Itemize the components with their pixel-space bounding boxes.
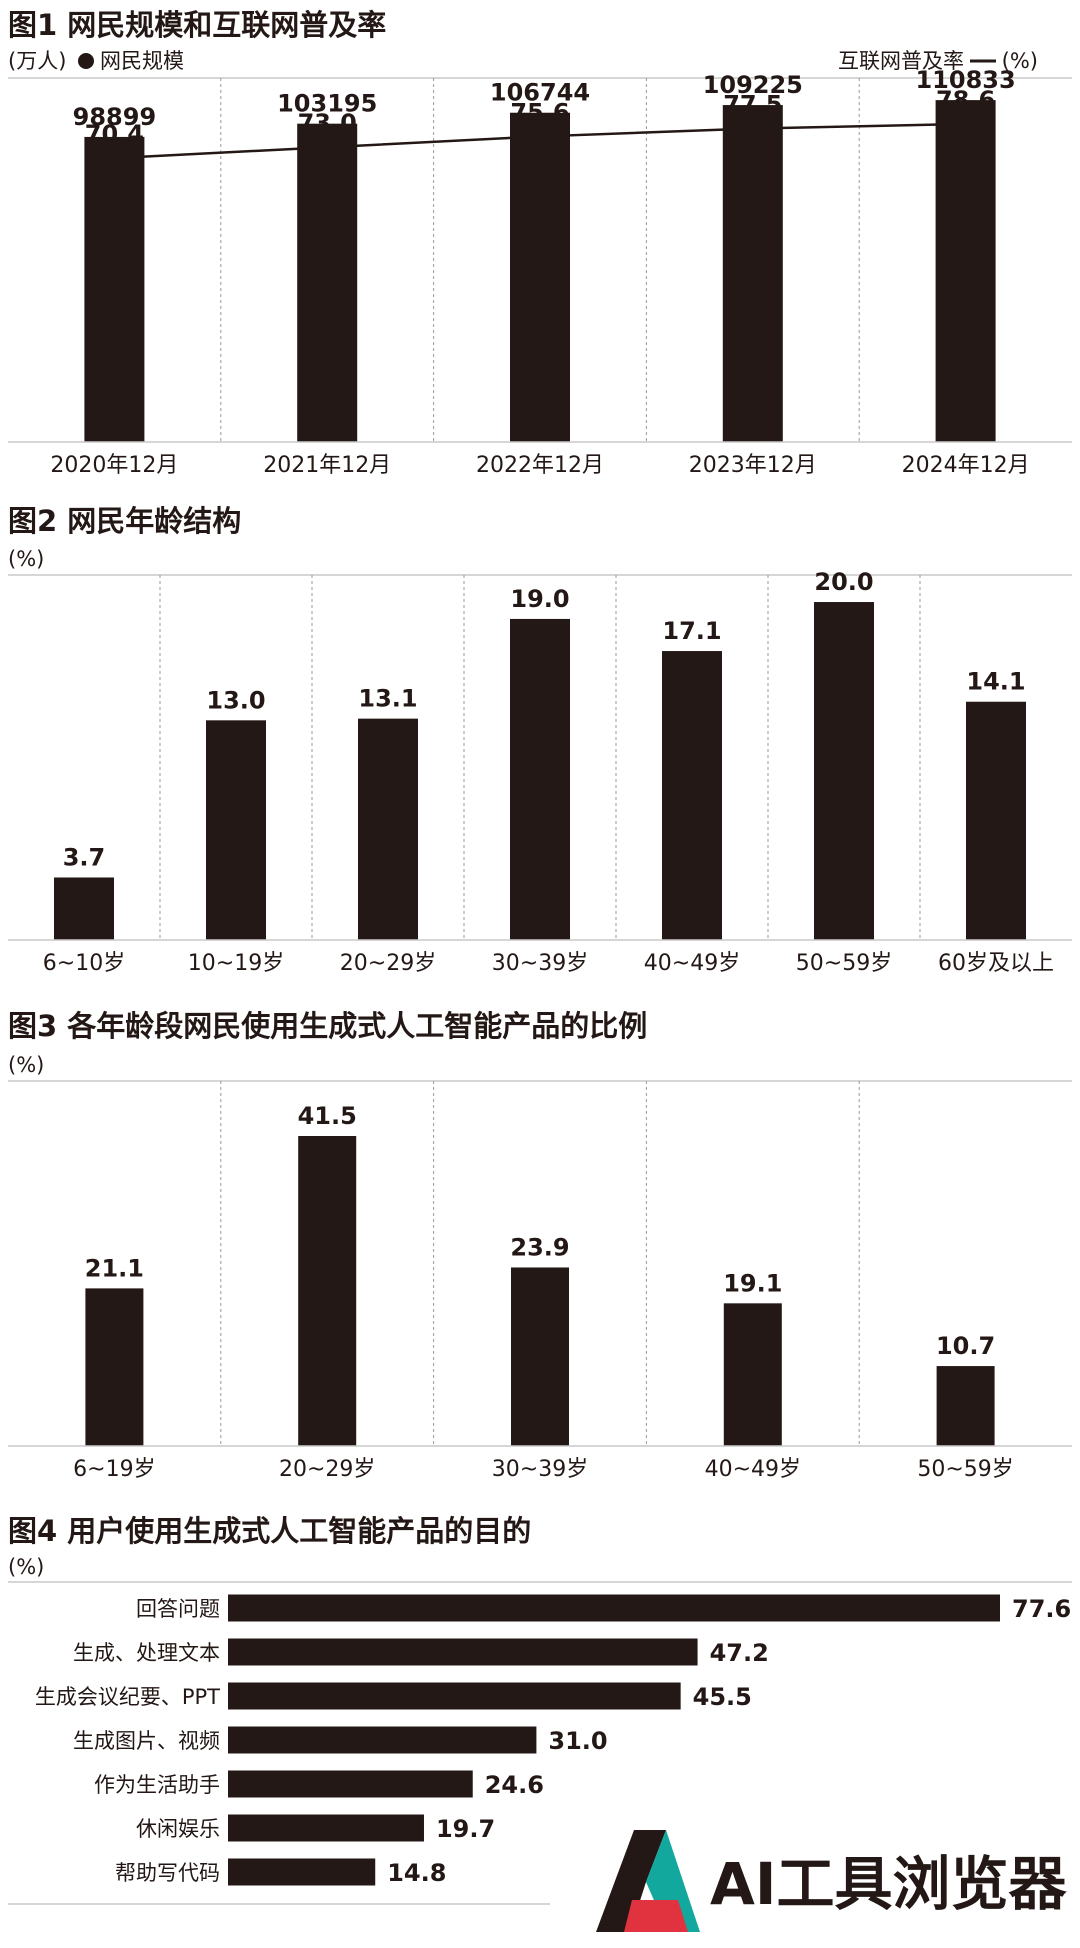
chart1-line-legend: 互联网普及率 (838, 49, 964, 73)
chart1-bar (935, 100, 996, 443)
chart4-title: 图4 用户使用生成式人工智能产品的目的 (8, 1514, 531, 1548)
chart2-bar-label: 17.1 (662, 617, 721, 645)
logo-a-red (624, 1900, 688, 1932)
chart4-y-tick: 回答问题 (136, 1597, 220, 1621)
chart3-bar-label: 41.5 (298, 1102, 357, 1130)
chart4-bar (228, 1858, 376, 1886)
chart3-bar (85, 1288, 144, 1446)
chart3-bar-label: 19.1 (723, 1269, 782, 1297)
chart1-x-tick: 2024年12月 (902, 453, 1030, 478)
chart3-x-tick: 50~59岁 (917, 1457, 1013, 1482)
chart2-bar (814, 602, 874, 940)
chart3-x-tick: 30~39岁 (492, 1457, 588, 1482)
chart2-bar (510, 618, 570, 940)
chart1-x-tick: 2021年12月 (263, 453, 391, 478)
chart1-x-tick: 2023年12月 (689, 453, 817, 478)
chart3-x-tick: 20~29岁 (279, 1457, 375, 1482)
chart1-bar-label: 109225 (703, 71, 803, 99)
chart4-bar (228, 1814, 424, 1842)
chart1-line-series (116, 122, 964, 160)
chart1-line-label: 77.5 (723, 91, 782, 119)
chart1-bar-legend-marker (78, 53, 94, 69)
chart1-line-label: 78.6 (936, 86, 995, 114)
chart4-bar-label: 77.6 (1012, 1595, 1071, 1623)
chart3-x-tick: 6~19岁 (73, 1457, 155, 1482)
chart1-right-unit: (%) (1002, 49, 1038, 73)
chart4-bar-label: 14.8 (387, 1859, 446, 1887)
chart2-bar (206, 720, 266, 940)
chart2-bar-label: 13.1 (358, 685, 417, 713)
chart3-bar (298, 1136, 357, 1446)
chart2-x-tick: 40~49岁 (644, 951, 740, 976)
chart4-bar-label: 31.0 (548, 1727, 607, 1755)
chart2-x-tick: 20~29岁 (340, 951, 436, 976)
chart2-unit: (%) (8, 547, 44, 571)
chart3-bar (723, 1303, 782, 1446)
chart1-bar (297, 123, 358, 442)
chart2-bar (662, 651, 722, 940)
chart4-bar (228, 1638, 698, 1666)
chart4-unit: (%) (8, 1555, 44, 1579)
chart2-bar (966, 701, 1026, 940)
chart2-x-tick: 60岁及以上 (938, 951, 1054, 976)
chart1-bar-label: 106744 (490, 79, 590, 107)
chart4-y-tick: 生成、处理文本 (73, 1641, 220, 1665)
chart3-bar (936, 1366, 995, 1446)
chart2-bar-label: 14.1 (966, 668, 1025, 696)
chart4-y-tick: 生成会议纪要、PPT (35, 1685, 220, 1709)
logo-a-dark (596, 1830, 666, 1932)
chart3-bar-label: 23.9 (510, 1233, 569, 1261)
chart3-x-tick: 40~49岁 (705, 1457, 801, 1482)
chart4-bar (228, 1682, 681, 1710)
chart1-x-tick: 2020年12月 (50, 453, 178, 478)
chart4-bar-label: 47.2 (710, 1639, 769, 1667)
chart3-bar (511, 1267, 569, 1446)
chart2-bar (358, 718, 418, 940)
chart2-x-tick: 50~59岁 (796, 951, 892, 976)
chart2-bar-label: 20.0 (814, 568, 873, 596)
chart3-bar-label: 21.1 (85, 1254, 144, 1282)
ai-tool-browser-logo: AI工具浏览器 (596, 1830, 1067, 1932)
chart1-title: 图1 网民规模和互联网普及率 (8, 8, 386, 42)
chart2-bar (54, 877, 114, 940)
logo-text: AI工具浏览器 (710, 1850, 1067, 1918)
chart1-bar-label: 110833 (915, 66, 1015, 94)
chart1-bar-legend: 网民规模 (100, 49, 184, 73)
chart1-line-label: 73.0 (298, 109, 357, 137)
chart4-y-tick: 生成图片、视频 (73, 1729, 220, 1753)
chart4-bar (228, 1770, 473, 1798)
chart2-bar-label: 3.7 (63, 843, 106, 871)
chart3-title: 图3 各年龄段网民使用生成式人工智能产品的比例 (8, 1009, 647, 1043)
chart1-bar-label: 103195 (277, 90, 377, 118)
chart4-bar (228, 1726, 537, 1754)
chart1-bar (84, 136, 145, 442)
chart2-title: 图2 网民年龄结构 (8, 504, 241, 538)
chart1-x-tick: 2022年12月 (476, 453, 604, 478)
chart1-bar (510, 112, 570, 443)
chart4-y-tick: 作为生活助手 (94, 1773, 220, 1797)
chart1-bar (722, 105, 783, 443)
chart2-x-tick: 10~19岁 (188, 951, 284, 976)
chart3-bar-label: 10.7 (936, 1332, 995, 1360)
chart2-x-tick: 30~39岁 (492, 951, 588, 976)
chart4-y-tick: 休闲娱乐 (136, 1817, 220, 1841)
chart1-left-unit: (万人) (8, 49, 66, 73)
chart2-bar-label: 19.0 (510, 585, 569, 613)
chart2-bar-label: 13.0 (206, 686, 265, 714)
chart1-bar-label: 98899 (73, 103, 157, 131)
chart4-bar-label: 24.6 (485, 1771, 544, 1799)
chart4-bar (228, 1594, 1000, 1622)
chart1-line-label: 75.6 (510, 98, 569, 126)
chart4-bar-label: 19.7 (436, 1815, 495, 1843)
chart1-line-label: 70.4 (85, 120, 144, 148)
chart2-x-tick: 6~10岁 (43, 951, 125, 976)
chart3-unit: (%) (8, 1053, 44, 1077)
chart4-y-tick: 帮助写代码 (115, 1861, 220, 1885)
chart4-bar-label: 45.5 (693, 1683, 752, 1711)
